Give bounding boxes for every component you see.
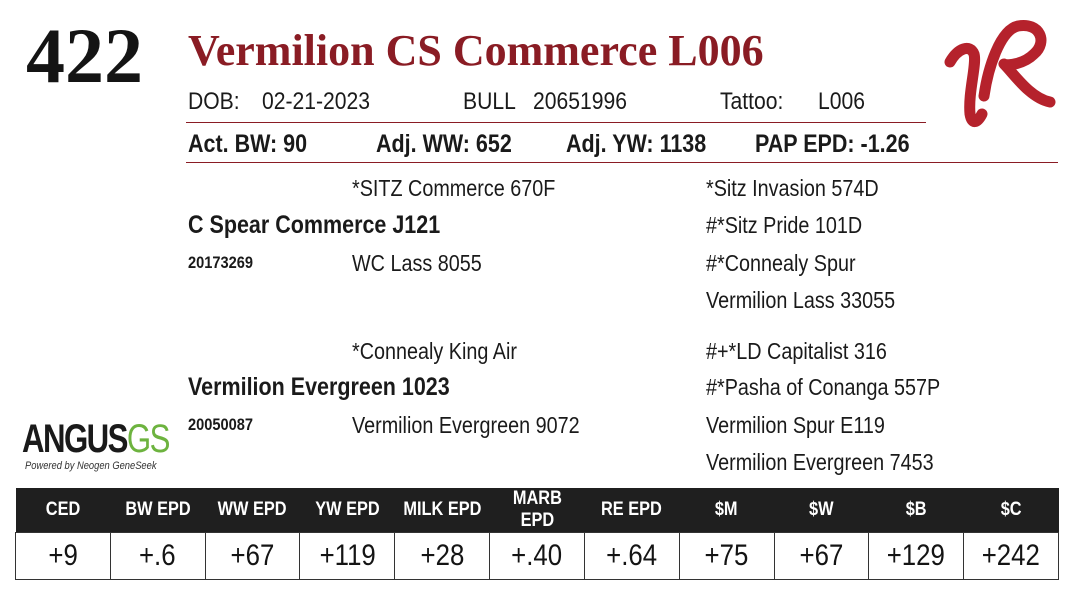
dam: Vermilion Evergreen 1023 [188, 373, 450, 401]
registration-number: 20651996 [533, 88, 627, 115]
epd-table: CED BW EPD WW EPD YW EPD MILK EPD MARB E… [15, 488, 1059, 580]
great-grandparent: Vermilion Spur E119 [706, 412, 885, 438]
actual-birth-weight: Act. BW: 90 [188, 130, 308, 158]
angus-logo-text: ANGUS [22, 417, 128, 461]
epd-header-c: $C [963, 488, 1059, 533]
dam-dam: Vermilion Evergreen 9072 [352, 412, 580, 438]
stats-divider [186, 162, 1058, 163]
epd-value-b: +129 [868, 532, 965, 580]
epd-header-yw: YW EPD [299, 488, 395, 533]
sire-registration: 20173269 [188, 253, 254, 272]
epd-value-marb: +.40 [489, 532, 585, 580]
great-grandparent: *Sitz Invasion 574D [706, 175, 879, 201]
dob-value: 02-21-2023 [262, 88, 371, 115]
epd-header-b: $B [868, 488, 964, 533]
adjusted-weaning-weight: Adj. WW: 652 [376, 130, 512, 158]
great-grandparent: Vermilion Evergreen 7453 [706, 449, 934, 475]
great-grandparent: #*Connealy Spur [706, 250, 856, 276]
lot-number: 422 [26, 12, 143, 99]
epd-header-ced: CED [15, 488, 111, 533]
angus-logo-gs: GS [126, 417, 171, 461]
epd-header-marb: MARB EPD [489, 488, 585, 533]
epd-header-re: RE EPD [584, 488, 680, 533]
great-grandparent: #*Pasha of Conanga 557P [706, 374, 941, 400]
epd-value-w: +67 [773, 532, 870, 580]
great-grandparent: Vermilion Lass 33055 [706, 287, 896, 313]
epd-value-re: +.64 [583, 532, 680, 580]
epd-header-milk: MILK EPD [394, 488, 490, 533]
sex-label: BULL [463, 88, 516, 115]
dam-registration: 20050087 [188, 415, 254, 434]
epd-header-w: $W [774, 488, 869, 533]
epd-value-yw: +119 [299, 532, 396, 580]
angus-gs-logo: ANGUSGS Powered by Neogen GeneSeek [22, 418, 172, 478]
tattoo-value: L006 [818, 88, 865, 115]
epd-value-ww: +67 [204, 532, 301, 580]
pap-epd: PAP EPD: -1.26 [755, 130, 910, 158]
tattoo-label: Tattoo: [720, 88, 784, 115]
vr-brand-logo [944, 20, 1056, 127]
sire-dam: WC Lass 8055 [352, 250, 482, 276]
dam-sire: *Connealy King Air [352, 338, 517, 364]
epd-value-m: +75 [678, 532, 775, 580]
epd-value-ced: +9 [15, 532, 111, 580]
adjusted-yearling-weight: Adj. YW: 1138 [566, 130, 707, 158]
sire-sire: *SITZ Commerce 670F [352, 175, 556, 201]
animal-name: Vermilion CS Commerce L006 [188, 26, 764, 75]
epd-value-milk: +28 [394, 532, 491, 580]
angus-logo-tagline: Powered by Neogen GeneSeek [25, 460, 157, 472]
epd-header-ww: WW EPD [205, 488, 300, 533]
epd-value-c: +242 [963, 532, 1059, 580]
header-divider [186, 122, 926, 123]
epd-value-row: +9 +.6 +67 +119 +28 +.40 +.64 +75 +67 +1… [15, 532, 1059, 580]
epd-header-m: $M [679, 488, 774, 533]
dob-label: DOB: [188, 88, 240, 115]
great-grandparent: #*Sitz Pride 101D [706, 212, 863, 238]
epd-header-row: CED BW EPD WW EPD YW EPD MILK EPD MARB E… [15, 488, 1059, 533]
epd-value-bw: +.6 [109, 532, 206, 580]
epd-header-bw: BW EPD [110, 488, 206, 533]
great-grandparent: #+*LD Capitalist 316 [706, 338, 887, 364]
sire: C Spear Commerce J121 [188, 211, 441, 239]
